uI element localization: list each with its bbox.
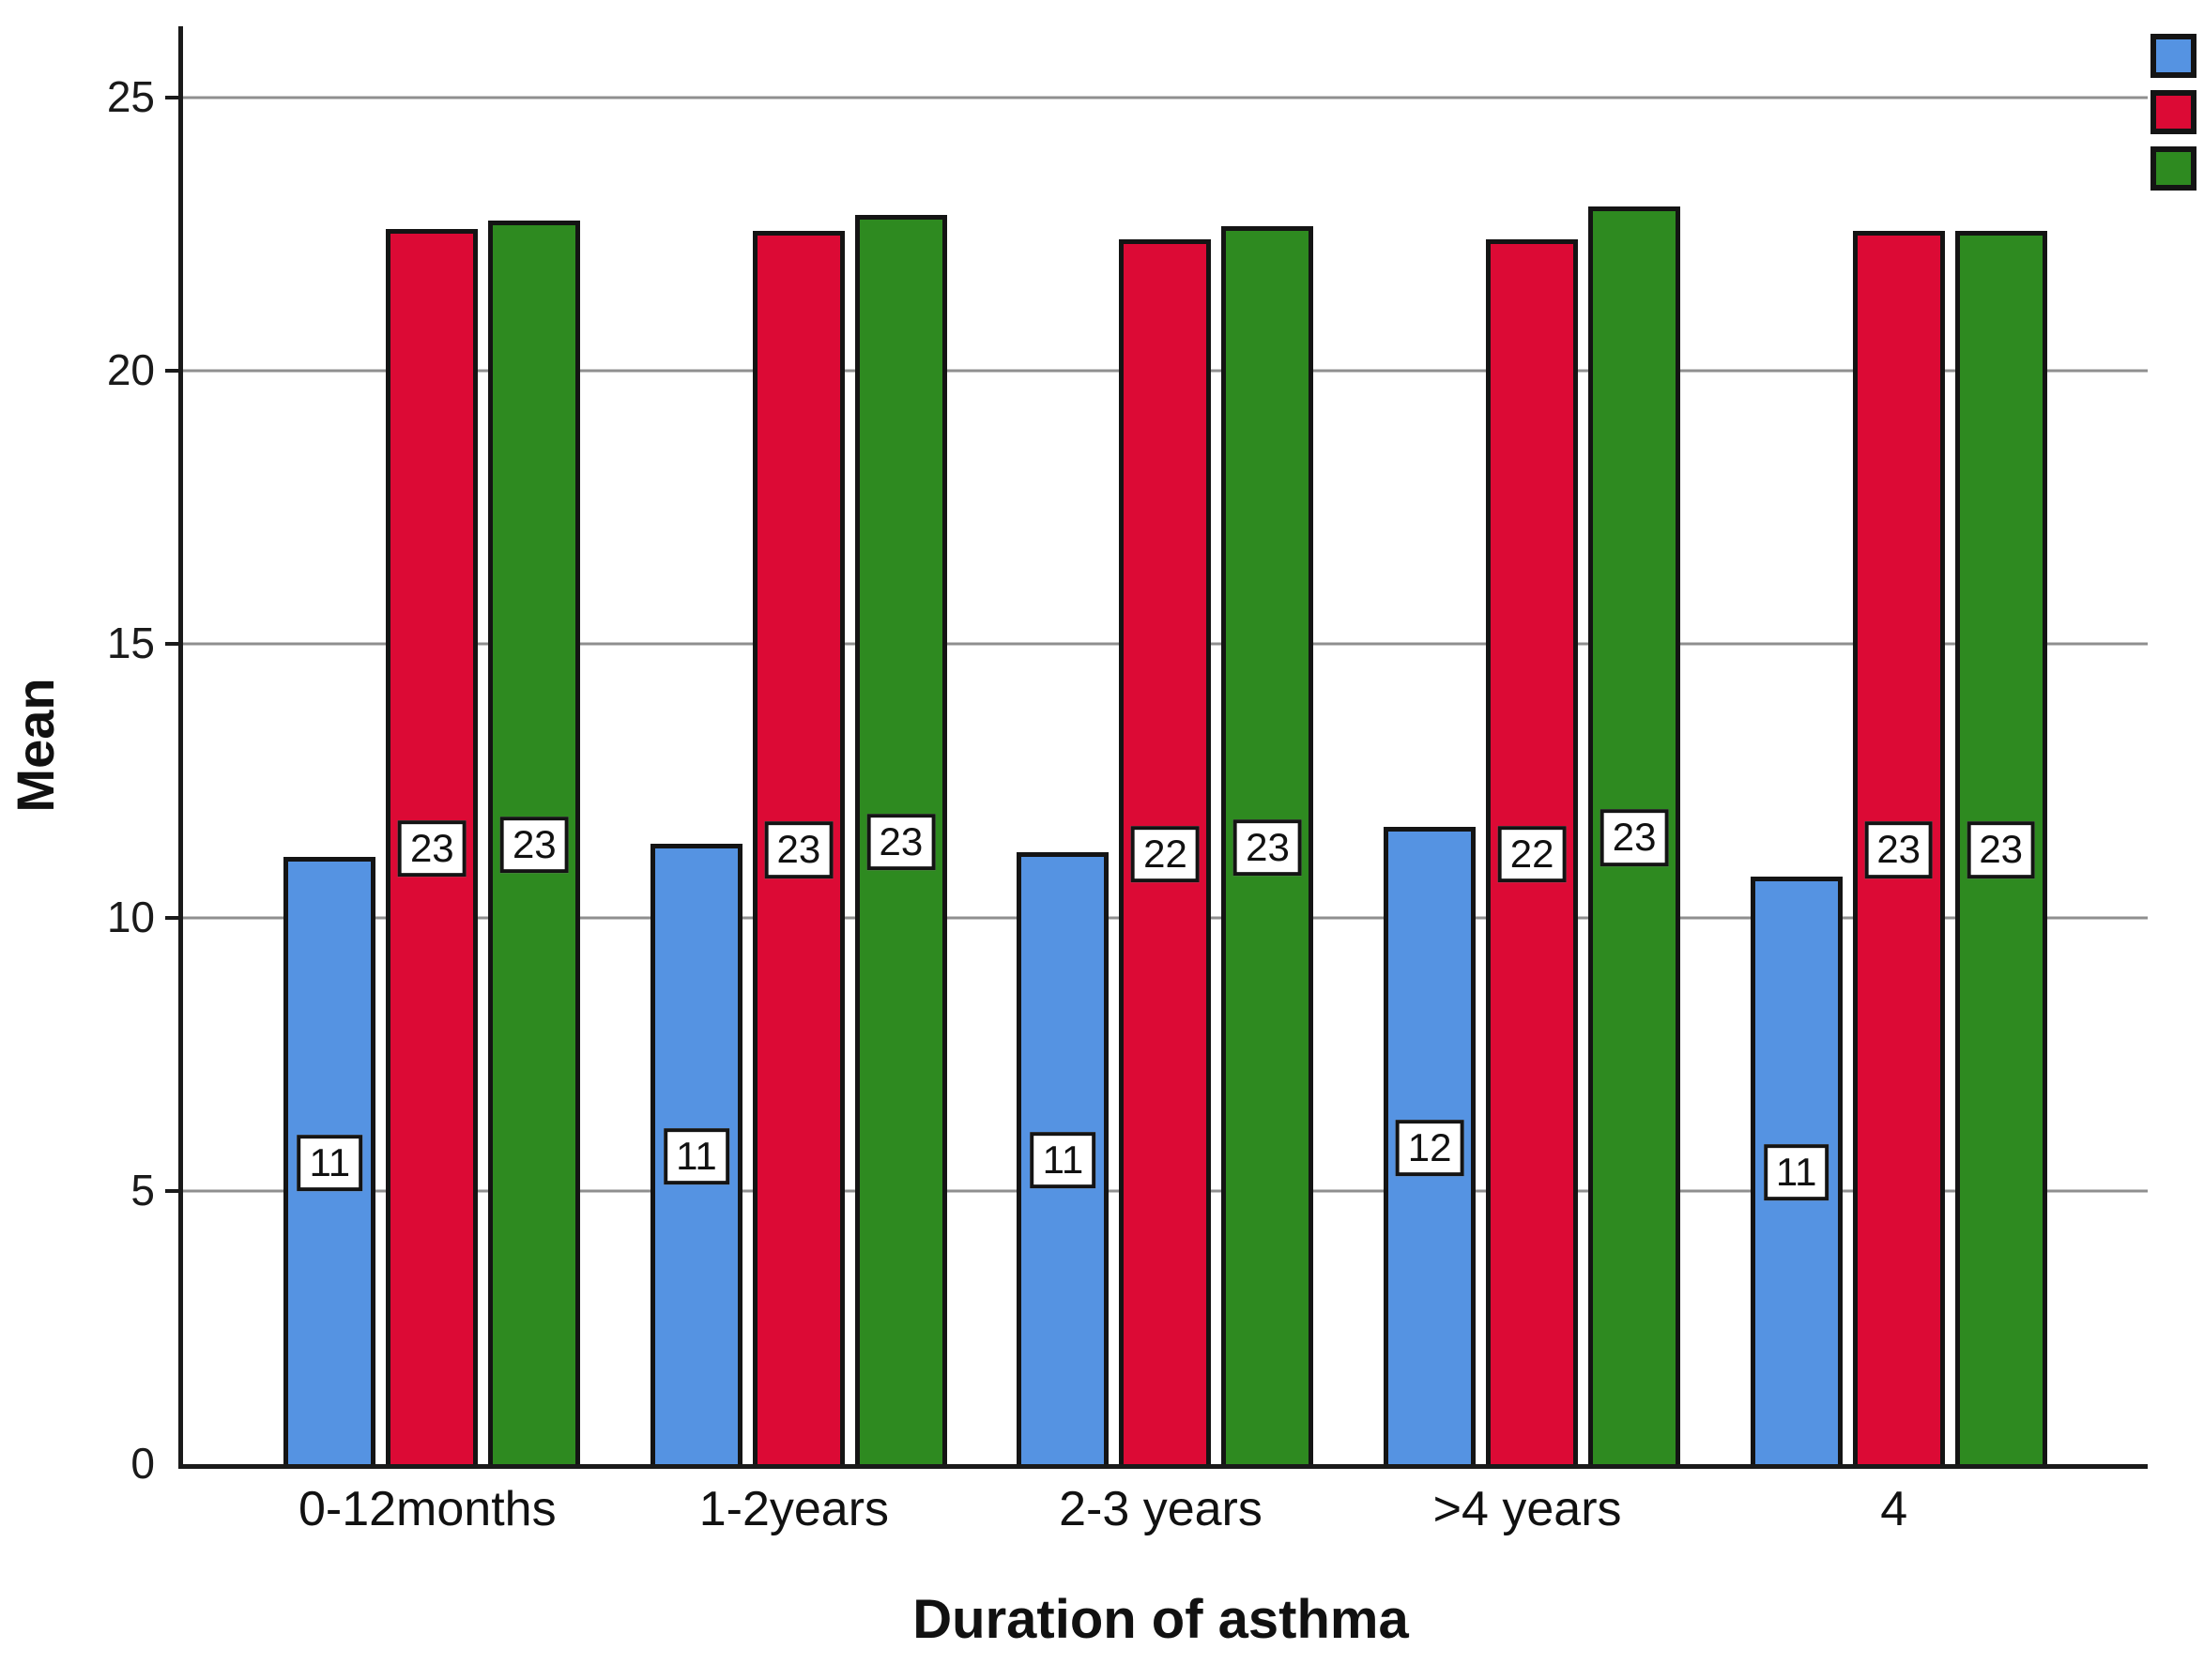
green-bar-1: 23 [488, 220, 581, 1464]
y-tick-mark-5 [165, 1188, 178, 1193]
blue-bar-value-label-3: 11 [1030, 1132, 1096, 1189]
category-label-4: >4 years [1432, 1482, 1622, 1536]
blue-bar-5: 11 [1750, 876, 1843, 1464]
bars-layer: 11 23 23 11 23 23 11 22 23 12 22 23 11 23 23 [183, 26, 2148, 1464]
legend-swatch-green [2150, 146, 2196, 191]
green-bar-value-label-1: 23 [499, 816, 569, 874]
red-bar-value-label-1: 23 [397, 820, 467, 878]
red-bar-3: 22 [1119, 239, 1212, 1464]
green-bar-2: 23 [854, 214, 947, 1464]
red-bar-1: 23 [386, 228, 479, 1464]
green-bar-4: 23 [1588, 206, 1681, 1464]
y-axis-title: Mean [6, 678, 65, 813]
y-tick-label-10: 10 [106, 892, 155, 941]
category-label-1: 0-12months [298, 1482, 557, 1536]
green-bar-value-label-4: 23 [1599, 809, 1669, 866]
blue-bar-value-label-2: 11 [664, 1127, 729, 1185]
green-bar-value-label-2: 23 [866, 813, 936, 871]
blue-bar-1: 11 [283, 857, 376, 1464]
category-label-2: 1-2years [698, 1482, 890, 1536]
red-bar-value-label-3: 22 [1131, 825, 1200, 883]
bar-group-1: 11 23 23 [249, 26, 616, 1464]
red-bar-2: 23 [752, 231, 845, 1464]
x-axis-category-labels: 0-12months 1-2years 2-3 years >4 years 4 [178, 1481, 2143, 1537]
y-tick-label-20: 20 [106, 344, 155, 394]
green-bar-5: 23 [1954, 231, 2047, 1464]
blue-bar-4: 12 [1384, 827, 1477, 1464]
blue-bar-value-label-4: 12 [1395, 1120, 1464, 1177]
bar-group-4: 12 22 23 [1349, 26, 1716, 1464]
blue-bar-3: 11 [1017, 851, 1110, 1464]
y-tick-label-0: 0 [130, 1439, 155, 1488]
blue-bar-value-label-5: 11 [1763, 1144, 1829, 1201]
bar-group-5: 11 23 23 [1715, 26, 2082, 1464]
bar-group-2: 11 23 23 [616, 26, 983, 1464]
green-bar-value-label-3: 23 [1233, 818, 1302, 876]
y-tick-mark-25 [165, 95, 178, 99]
green-bar-3: 23 [1221, 225, 1314, 1464]
bar-group-3: 11 22 23 [982, 26, 1349, 1464]
red-bar-value-label-2: 23 [764, 821, 834, 878]
blue-bar-2: 11 [650, 843, 742, 1464]
plot-area: 0 5 10 15 20 25 11 23 23 11 23 23 11 22 23 12 22 23 11 23 2… [107, 26, 2148, 1485]
legend-swatch-red [2150, 90, 2196, 134]
red-bar-value-label-5: 23 [1864, 821, 1934, 878]
x-axis-title: Duration of asthma [912, 1589, 1409, 1650]
y-tick-label-25: 25 [106, 71, 155, 121]
chart-legend [2150, 34, 2196, 191]
y-tick-label-5: 5 [130, 1165, 155, 1214]
category-label-3: 2-3 years [1059, 1482, 1263, 1536]
green-bar-value-label-5: 23 [1967, 821, 2036, 878]
legend-swatch-blue [2150, 34, 2196, 78]
category-label-5: 4 [1880, 1482, 1908, 1536]
y-tick-label-15: 15 [106, 619, 155, 668]
y-tick-mark-20 [165, 368, 178, 373]
y-tick-mark-15 [165, 642, 178, 647]
gridline-y-25 [183, 96, 2148, 99]
red-bar-5: 23 [1852, 231, 1945, 1464]
red-bar-4: 22 [1486, 239, 1579, 1464]
blue-bar-value-label-1: 11 [297, 1135, 363, 1192]
y-tick-mark-10 [165, 915, 178, 920]
red-bar-value-label-4: 22 [1497, 825, 1567, 883]
